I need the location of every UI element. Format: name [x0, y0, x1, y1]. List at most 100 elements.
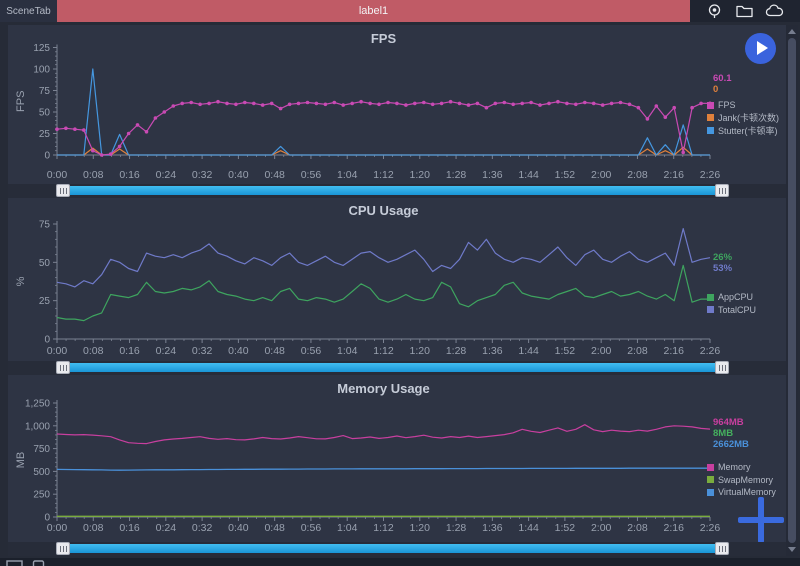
cpu-legend: AppCPU TotalCPU [707, 291, 756, 316]
memory-scrollbar-left-handle[interactable] [56, 542, 70, 555]
svg-text:2:08: 2:08 [627, 169, 648, 181]
svg-text:0:08: 0:08 [83, 169, 104, 181]
legend-item[interactable]: FPS [707, 99, 779, 112]
memory-scrollbar-track[interactable] [70, 544, 715, 553]
svg-text:1:36: 1:36 [482, 169, 503, 181]
current-value: 8MB [713, 428, 734, 439]
legend-label: Jank(卡顿次数) [718, 113, 780, 124]
vertical-scrollbar-thumb[interactable] [788, 38, 796, 543]
svg-text:2:00: 2:00 [591, 169, 612, 181]
cpu-scrollbar-track[interactable] [70, 363, 715, 372]
phone-icon[interactable] [32, 560, 46, 566]
cloud-icon[interactable] [765, 3, 784, 19]
svg-text:1:20: 1:20 [410, 345, 431, 357]
bottom-toolbar [0, 558, 800, 566]
legend-item[interactable]: TotalCPU [707, 304, 756, 317]
current-value: 964MB [713, 417, 744, 428]
memory-timeline-scrollbar [8, 542, 786, 556]
legend-label: Stutter(卡顿率) [718, 125, 778, 136]
charts-panel [8, 25, 786, 556]
svg-text:0:00: 0:00 [47, 169, 68, 181]
svg-text:0: 0 [44, 335, 50, 346]
legend-color-swatch [707, 488, 714, 496]
svg-text:MB: MB [15, 452, 27, 469]
fps-chart[interactable]: FPS 0 25 50 75 100 125 0:00 0:08 0:16 0:24 0:32 0:40… [8, 40, 786, 185]
add-chart-button[interactable] [738, 497, 784, 543]
fps-timeline-scrollbar [8, 184, 786, 198]
legend-item[interactable]: Memory [707, 461, 776, 474]
svg-text:0:24: 0:24 [156, 169, 177, 181]
titlebar-actions [690, 0, 800, 22]
svg-text:50: 50 [39, 108, 51, 119]
svg-text:125: 125 [33, 43, 50, 54]
legend-label: Memory [718, 462, 751, 473]
current-value: 60.1 [713, 73, 732, 84]
scene-label-text: label1 [358, 5, 389, 17]
cpu-scrollbar-left-handle[interactable] [56, 361, 70, 374]
play-button[interactable] [745, 33, 776, 64]
svg-text:0:32: 0:32 [192, 522, 213, 534]
scene-tab-label: SceneTab [6, 5, 51, 17]
scroll-up-arrow[interactable] [788, 29, 796, 34]
legend-item[interactable]: Stutter(卡顿率) [707, 124, 779, 137]
legend-item[interactable]: SwapMemory [707, 474, 776, 487]
location-icon[interactable] [705, 3, 724, 19]
svg-text:2:00: 2:00 [591, 345, 612, 357]
svg-text:1:52: 1:52 [555, 345, 576, 357]
fps-scrollbar-right-handle[interactable] [715, 184, 729, 197]
svg-text:0: 0 [44, 513, 50, 524]
svg-text:2:26: 2:26 [700, 522, 721, 534]
current-value: 2662MB [713, 439, 749, 450]
titlebar: SceneTab label1 [0, 0, 800, 22]
cpu-current-values: 26% 53% [713, 252, 732, 274]
legend-item[interactable]: AppCPU [707, 291, 756, 304]
legend-color-swatch [707, 114, 714, 122]
legend-label: AppCPU [718, 292, 754, 303]
fps-current-values: 60.1 0 [713, 73, 732, 95]
memory-scrollbar-right-handle[interactable] [715, 542, 729, 555]
cpu-scrollbar-right-handle[interactable] [715, 361, 729, 374]
current-value: 53% [713, 263, 733, 274]
svg-text:0:00: 0:00 [47, 522, 68, 534]
svg-text:FPS: FPS [15, 91, 27, 112]
current-value: 0 [713, 84, 719, 95]
cpu-chart[interactable]: % 0 25 50 75 0:00 0:08 0:16 0:24 0:32 0:40 0:48 0:56… [8, 218, 786, 360]
svg-text:1:28: 1:28 [446, 522, 467, 534]
svg-text:2:26: 2:26 [700, 345, 721, 357]
svg-text:%: % [15, 276, 27, 286]
monitor-icon[interactable] [6, 560, 24, 566]
fps-legend: FPS Jank(卡顿次数) Stutter(卡顿率) [707, 99, 779, 137]
svg-text:2:26: 2:26 [700, 169, 721, 181]
legend-color-swatch [707, 306, 714, 314]
memory-chart[interactable]: MB 0 250 500 750 1,000 1,250 0:00 0:08 0:16 0:24 0:… [8, 396, 786, 542]
legend-label: TotalCPU [718, 304, 757, 315]
folder-icon[interactable] [735, 3, 754, 19]
svg-text:750: 750 [33, 444, 50, 455]
fps-scrollbar-left-handle[interactable] [56, 184, 70, 197]
svg-text:1:44: 1:44 [518, 522, 539, 534]
legend-color-swatch [707, 126, 714, 134]
legend-color-swatch [707, 293, 714, 301]
scene-label-bar[interactable]: label1 [57, 0, 690, 22]
svg-text:1:12: 1:12 [373, 169, 394, 181]
svg-text:0:56: 0:56 [301, 345, 322, 357]
svg-text:0:56: 0:56 [301, 522, 322, 534]
svg-text:75: 75 [39, 86, 51, 97]
legend-item[interactable]: Jank(卡顿次数) [707, 112, 779, 125]
svg-text:1:12: 1:12 [373, 522, 394, 534]
svg-text:0:32: 0:32 [192, 169, 213, 181]
svg-text:1:04: 1:04 [337, 345, 358, 357]
scene-tab[interactable]: SceneTab [0, 0, 57, 22]
svg-text:1:52: 1:52 [555, 522, 576, 534]
svg-text:0:00: 0:00 [47, 345, 68, 357]
svg-text:1:36: 1:36 [482, 522, 503, 534]
scroll-down-arrow[interactable] [788, 547, 796, 552]
fps-scrollbar-track[interactable] [70, 186, 715, 195]
svg-text:0:08: 0:08 [83, 522, 104, 534]
svg-text:0:48: 0:48 [264, 169, 285, 181]
legend-item[interactable]: VirtualMemory [707, 486, 776, 499]
svg-text:1:12: 1:12 [373, 345, 394, 357]
svg-text:75: 75 [39, 220, 51, 231]
legend-color-swatch [707, 101, 714, 109]
